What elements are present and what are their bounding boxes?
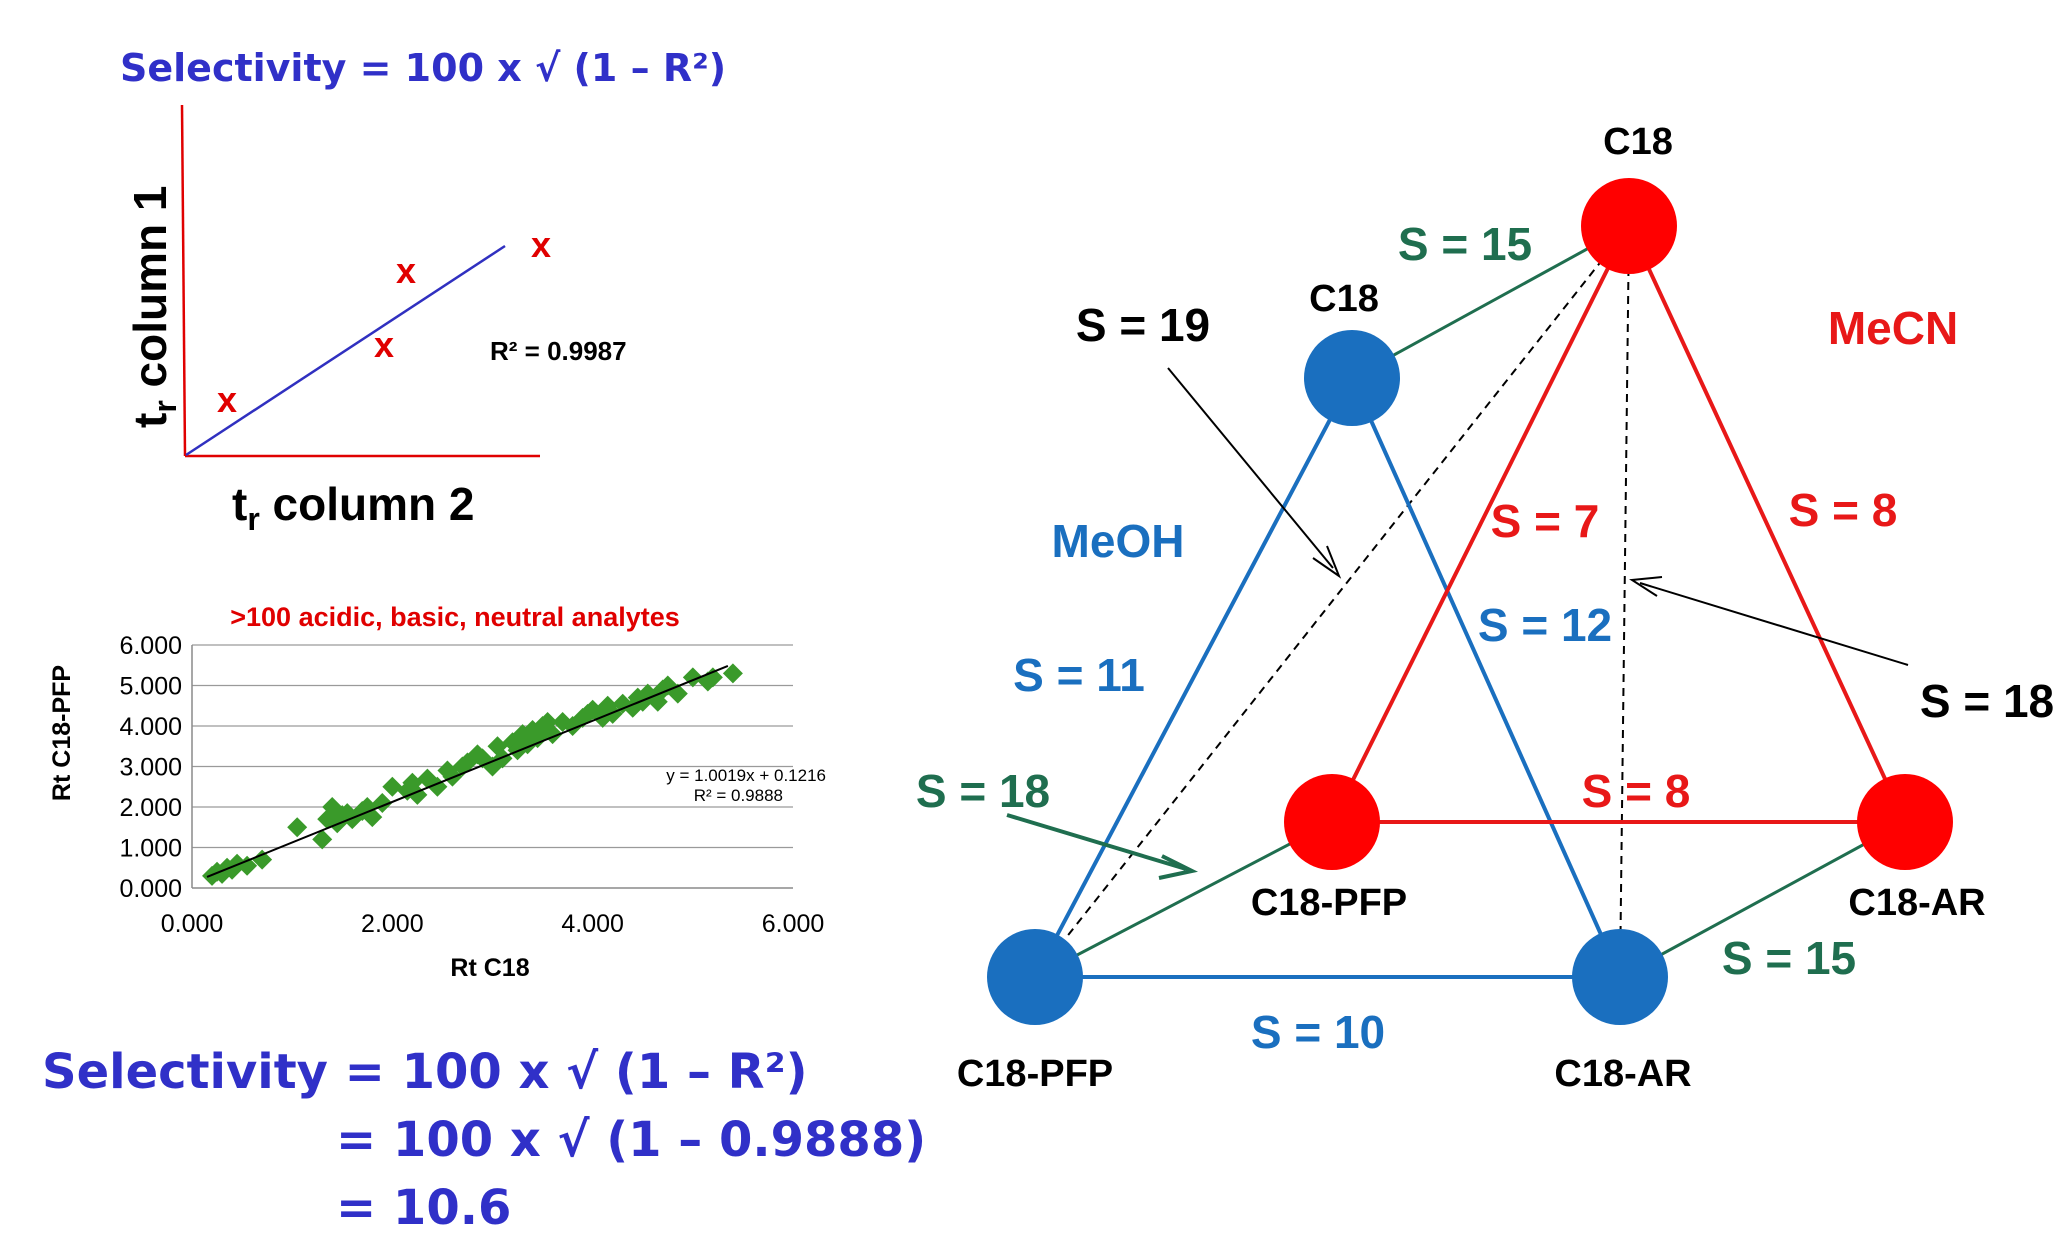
- schematic-r2-label: R² = 0.9987: [490, 336, 627, 366]
- arrow-s18-green-head: [1158, 854, 1199, 880]
- chart-y-tick-label: 5.000: [119, 673, 182, 701]
- selectivity-triangle-diagram: C18 C18 C18-PFP C18-AR C18-PFP C18-AR Me…: [916, 121, 2054, 1095]
- node-red-c18: [1581, 178, 1677, 274]
- schematic-marker: x: [531, 224, 551, 265]
- chart-data-point: [702, 667, 723, 688]
- schematic-plot: x x x x R² = 0.9987 tr column 1 tr colum…: [124, 104, 627, 537]
- s-label-dashed-c18-ar: S = 18: [1920, 675, 2054, 727]
- chart-data-point: [237, 855, 258, 876]
- scatter-chart: >100 acidic, basic, neutral analytes 0.0…: [48, 602, 826, 982]
- node-label-red-ar: C18-AR: [1848, 882, 1985, 924]
- chart-x-axis-label: Rt C18: [450, 954, 529, 982]
- edge-ar-cross: [1619, 820, 1906, 979]
- node-blue-c18: [1304, 330, 1400, 426]
- chart-y-tick-labels: 0.000 1.000 2.000 3.000 4.000 5.000 6.000: [119, 632, 182, 903]
- chart-y-tick-label: 4.000: [119, 713, 182, 741]
- chart-x-tick-label: 6.000: [762, 910, 825, 938]
- chart-data-point: [287, 817, 308, 838]
- edge-c18-cross: [1351, 224, 1630, 380]
- node-blue-ar: [1572, 929, 1668, 1025]
- chart-y-axis-label: Rt C18-PFP: [48, 665, 76, 801]
- chart-r2: R² = 0.9888: [694, 786, 783, 805]
- s-label-red-c18-pfp: S = 7: [1491, 495, 1600, 547]
- s-label-ar-cross: S = 15: [1722, 932, 1856, 984]
- solvent-label-mecn: MeCN: [1828, 302, 1958, 354]
- schematic-x-axis-label: tr column 2: [232, 478, 475, 537]
- chart-data-point: [252, 849, 273, 870]
- node-label-blue-pfp: C18-PFP: [957, 1053, 1113, 1095]
- schematic-marker: x: [374, 324, 394, 365]
- node-label-red-c18: C18: [1603, 121, 1673, 163]
- s-label-red-pfp-ar: S = 8: [1582, 765, 1691, 817]
- schematic-y-axis-label: tr column 1: [124, 186, 183, 429]
- arrow-s18-right-head: [1629, 576, 1663, 597]
- chart-x-tick-label: 2.000: [361, 910, 424, 938]
- chart-y-tick-label: 3.000: [119, 754, 182, 782]
- schematic-y-axis: [180, 104, 187, 457]
- s-label-red-c18-ar: S = 8: [1789, 484, 1898, 536]
- schematic-fit-line: [185, 244, 506, 457]
- chart-data-point: [492, 748, 513, 769]
- s-label-blue-c18-ar: S = 12: [1478, 599, 1612, 651]
- edge-blue-c18-pfp: [1033, 377, 1354, 978]
- edge-blue-c18-ar: [1350, 377, 1622, 978]
- selectivity-formula-top: Selectivity = 100 x √ (1 – R²): [120, 46, 727, 90]
- selectivity-calc-line-1: Selectivity = 100 x √ (1 – R²): [42, 1044, 808, 1100]
- s-label-c18-cross: S = 15: [1398, 218, 1532, 270]
- chart-y-tick-label: 1.000: [119, 835, 182, 863]
- node-label-red-pfp: C18-PFP: [1251, 882, 1407, 924]
- chart-trendline: [206, 665, 729, 878]
- edge-red-c18-ar: [1627, 225, 1907, 823]
- selectivity-calc-line-2: = 100 x √ (1 – 0.9888): [336, 1112, 927, 1168]
- chart-data-point: [602, 703, 623, 724]
- arrow-s18-green: [1006, 813, 1187, 871]
- node-label-blue-c18: C18: [1309, 278, 1379, 320]
- chart-equation: y = 1.0019x + 0.1216: [666, 766, 826, 785]
- schematic-marker: x: [217, 379, 237, 420]
- solvent-label-meoh: MeOH: [1052, 515, 1185, 567]
- node-label-blue-ar: C18-AR: [1554, 1053, 1691, 1095]
- chart-y-tick-label: 0.000: [119, 875, 182, 903]
- figure-canvas: x x x x R² = 0.9987 tr column 1 tr colum…: [48, 104, 2054, 1095]
- schematic-marker: x: [396, 250, 416, 291]
- edge-red-c18-pfp: [1330, 225, 1631, 823]
- arrow-s19: [1167, 367, 1334, 569]
- node-red-ar: [1857, 774, 1953, 870]
- dashed-line-c18-to-pfp: [1034, 225, 1630, 978]
- chart-y-tick-label: 6.000: [119, 632, 182, 660]
- s-label-pfp-cross: S = 18: [916, 765, 1050, 817]
- chart-y-tick-label: 2.000: [119, 794, 182, 822]
- dashed-line-c18-to-ar: [1619, 225, 1630, 978]
- chart-x-tick-label: 0.000: [161, 910, 224, 938]
- s-label-blue-pfp-ar: S = 10: [1251, 1006, 1385, 1058]
- chart-title: >100 acidic, basic, neutral analytes: [230, 602, 680, 632]
- chart-x-tick-label: 4.000: [561, 910, 624, 938]
- chart-data-points: [202, 663, 743, 886]
- edge-pfp-cross: [1034, 820, 1333, 979]
- chart-data-point: [382, 776, 403, 797]
- s-label-blue-c18-pfp: S = 11: [1013, 649, 1145, 701]
- chart-data-point: [312, 829, 333, 850]
- arrow-s19-head: [1312, 545, 1342, 579]
- selectivity-calculation: Selectivity = 100 x √ (1 – R²) = 100 x √…: [42, 1038, 926, 1242]
- node-red-pfp: [1284, 774, 1380, 870]
- chart-data-point: [722, 663, 743, 684]
- s-label-dashed-c18-pfp: S = 19: [1076, 299, 1210, 351]
- chart-x-tick-labels: 0.000 2.000 4.000 6.000: [161, 910, 825, 938]
- arrow-s18-right: [1639, 582, 1909, 666]
- node-blue-pfp: [987, 929, 1083, 1025]
